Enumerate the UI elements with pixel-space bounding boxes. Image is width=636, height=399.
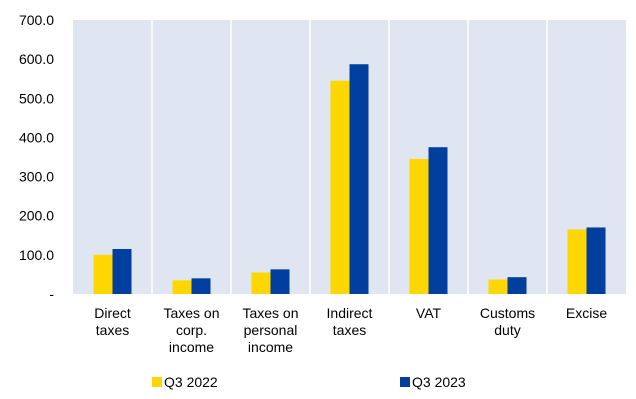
- bar-q3-2023-5: [507, 277, 527, 294]
- bar-q3-2023-6: [586, 227, 606, 294]
- bar-q3-2022-1: [172, 280, 192, 294]
- x-tick-label-line: income: [248, 339, 293, 355]
- legend-swatch-0: [152, 377, 162, 387]
- x-tick-label-line: Excise: [566, 305, 607, 321]
- legend-swatch-1: [400, 377, 410, 387]
- y-tick-label: 100.0: [19, 247, 54, 263]
- bar-q3-2023-1: [191, 278, 211, 294]
- y-tick-label: 600.0: [19, 51, 54, 67]
- bar-q3-2022-4: [409, 158, 429, 294]
- legend-label-0: Q3 2022: [164, 374, 218, 390]
- legend: Q3 2022 Q3 2023: [152, 374, 466, 390]
- x-tick-label: Excise: [566, 305, 607, 321]
- x-tick-label: Customs duty: [480, 305, 535, 338]
- x-tick-label-line: Direct: [94, 305, 131, 321]
- x-tick-label-line: taxes: [333, 322, 366, 338]
- bar-q3-2022-2: [251, 272, 271, 294]
- x-tick-label: Taxes on corp. income: [163, 305, 219, 355]
- grid-lines: [151, 20, 548, 294]
- y-tick-label: 500.0: [19, 90, 54, 106]
- bars: [93, 64, 606, 295]
- bar-q3-2023-2: [270, 269, 290, 294]
- x-tick-label-line: Indirect: [327, 305, 373, 321]
- x-tick-label: VAT: [416, 305, 442, 321]
- bar-q3-2023-0: [112, 248, 132, 294]
- x-tick-label-line: Taxes on: [242, 305, 298, 321]
- x-tick-label-line: Taxes on: [163, 305, 219, 321]
- y-tick-label: 200.0: [19, 208, 54, 224]
- legend-label-1: Q3 2023: [412, 374, 466, 390]
- x-tick-label-line: Customs: [480, 305, 535, 321]
- y-tick-label: 700.0: [19, 12, 54, 28]
- y-tick-label: -: [49, 286, 54, 302]
- bar-q3-2022-3: [330, 80, 350, 295]
- bar-q3-2023-3: [349, 64, 369, 294]
- x-tick-label-line: income: [169, 339, 214, 355]
- bar-q3-2023-4: [428, 147, 448, 294]
- x-tick-label-line: VAT: [416, 305, 442, 321]
- y-tick-label: 400.0: [19, 129, 54, 145]
- y-tick-label: 300.0: [19, 169, 54, 185]
- x-tick-label-line: personal: [244, 322, 298, 338]
- x-tick-label-line: corp.: [176, 322, 207, 338]
- x-tick-label: Indirect taxes: [327, 305, 373, 338]
- x-tick-label: Direct taxes: [94, 305, 131, 338]
- bar-q3-2022-0: [93, 254, 113, 294]
- x-tick-label-line: duty: [494, 322, 520, 338]
- bar-q3-2022-6: [567, 229, 587, 294]
- x-tick-label: Taxes on personal income: [242, 305, 298, 355]
- bar-q3-2022-5: [488, 279, 508, 294]
- x-tick-label-line: taxes: [96, 322, 129, 338]
- y-axis: - 100.0 200.0 300.0 400.0 500.0 600.0 700.0: [19, 12, 54, 302]
